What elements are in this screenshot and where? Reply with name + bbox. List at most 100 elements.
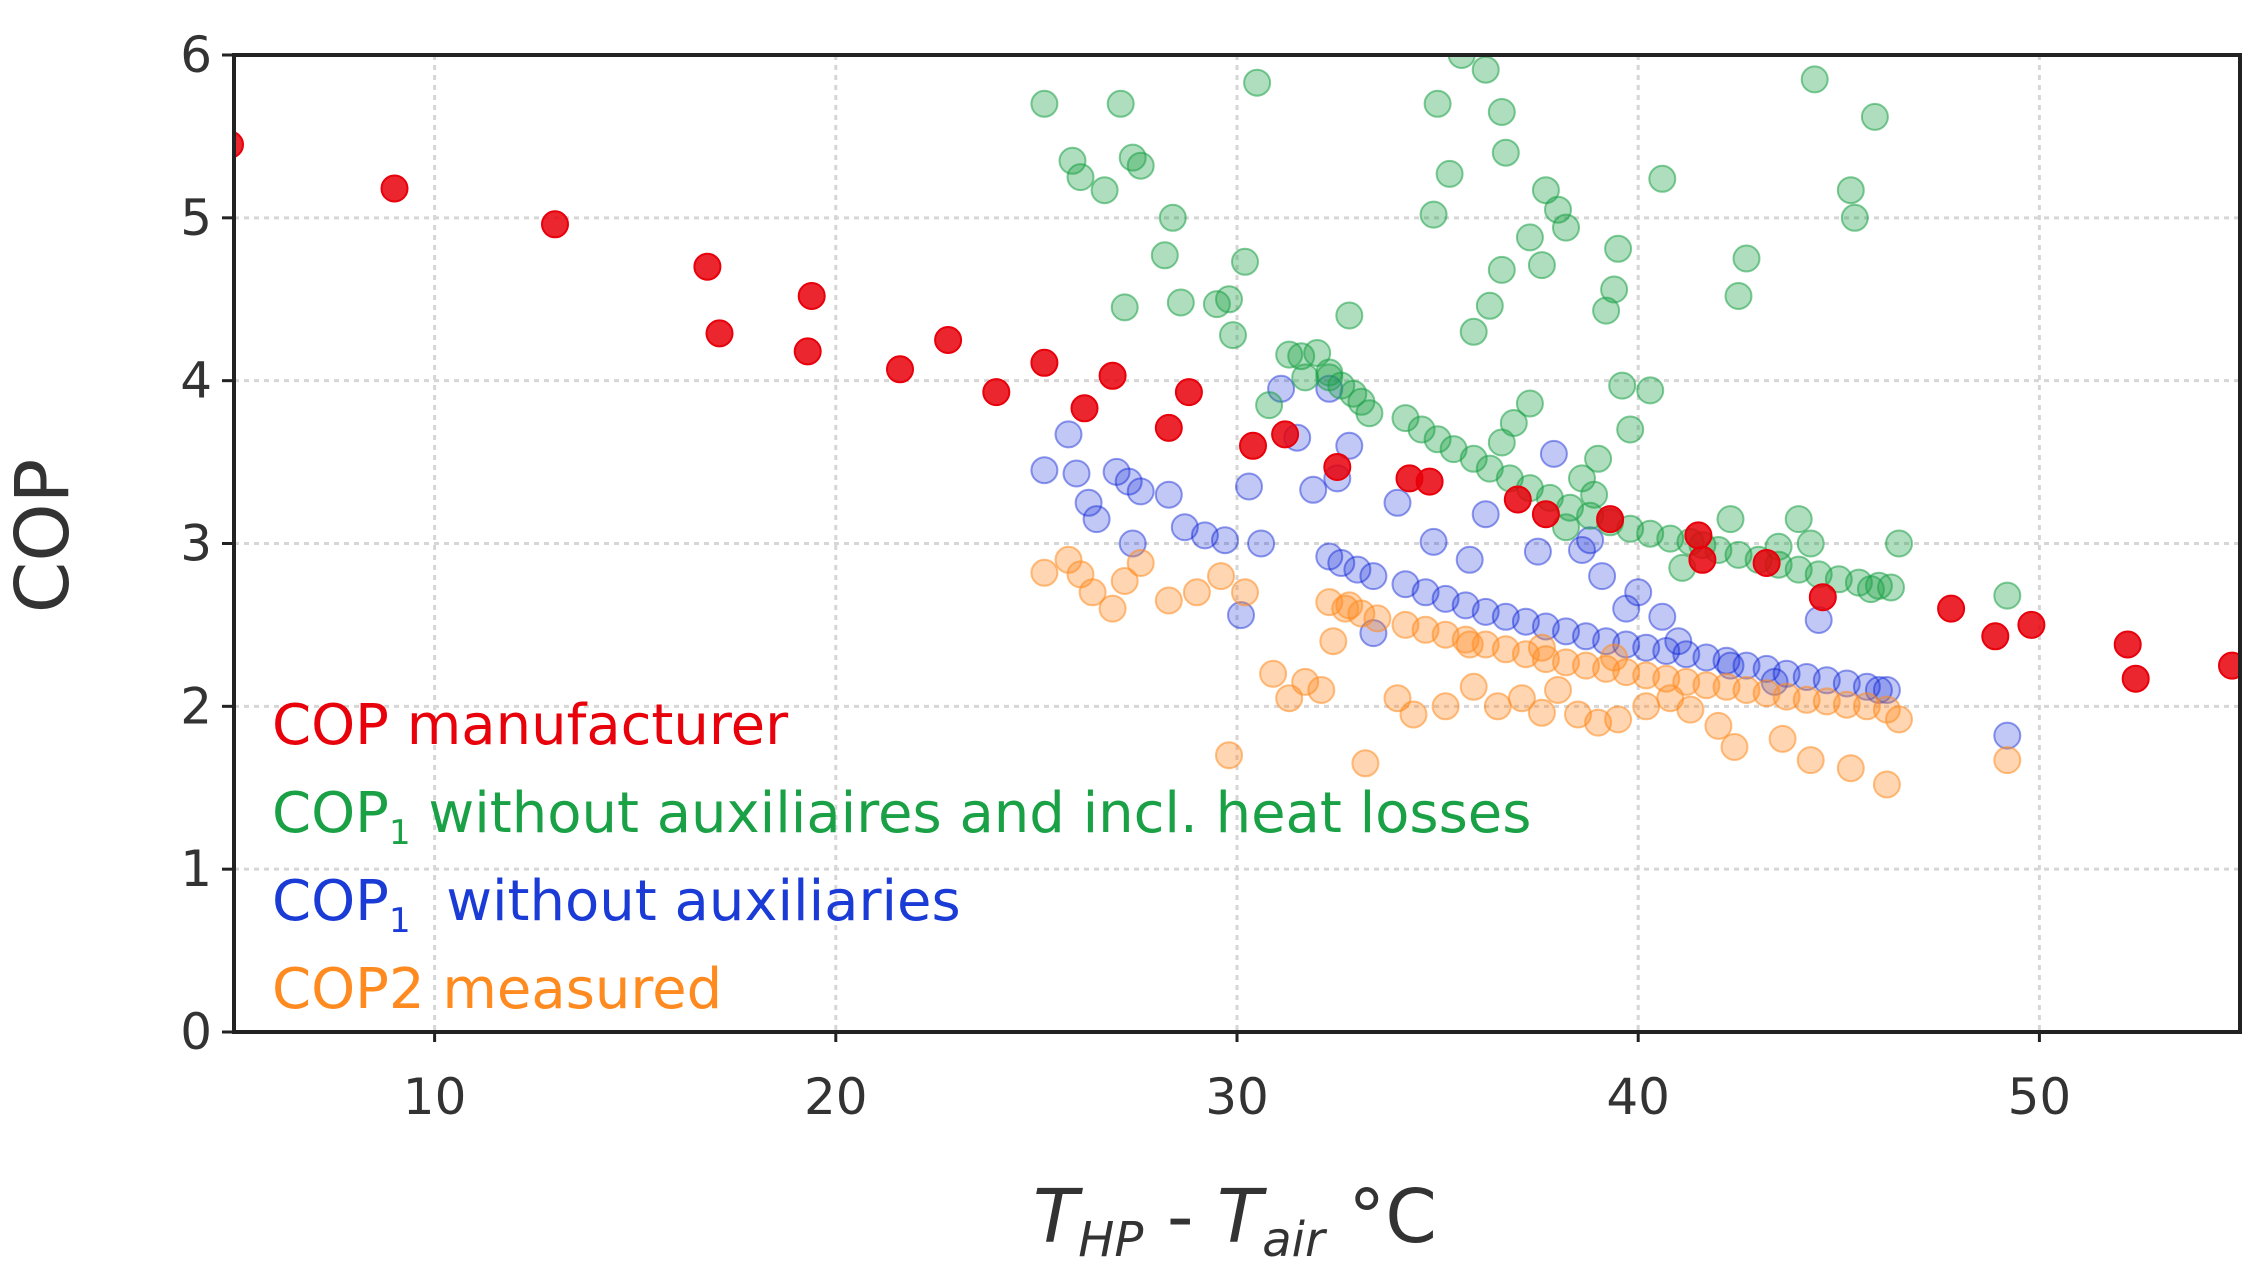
data-point [793,337,822,366]
data-point [1030,348,1059,377]
data-point [1664,627,1693,656]
data-point [1174,378,1203,407]
data-point [1419,527,1448,556]
data-point [1126,151,1155,180]
data-point [1937,594,1966,623]
data-point [1158,203,1187,232]
data-point [1030,456,1059,485]
data-point [1207,562,1235,591]
data-point [1796,529,1825,558]
data-point [1363,604,1392,633]
data-point [1098,361,1127,390]
data-point [1792,685,1821,714]
data-point [1572,622,1600,651]
data-point [1247,529,1276,558]
data-point [1110,293,1139,322]
data-point [1190,521,1219,550]
data-point [1544,195,1572,224]
data-point [982,378,1011,407]
data-point [1435,159,1464,188]
data-point [705,319,734,348]
y-tick-label: 1 [180,840,212,898]
data-point [1716,651,1745,680]
data-point [1459,317,1488,346]
data-point [1872,676,1901,704]
data-point [1327,549,1356,577]
data-point [1271,420,1300,449]
y-tick-label: 2 [180,677,212,735]
legend-label-cop1-without-auxiliaries: COP1 without auxiliaries [272,869,961,941]
data-point [1291,667,1320,696]
data-point [1864,571,1893,600]
data-point [1106,89,1135,118]
data-point [1608,371,1637,400]
data-point [1784,505,1813,534]
data-point [1792,663,1821,691]
data-point [1503,485,1532,514]
data-point [1030,558,1059,587]
data-point [1592,627,1621,656]
legend-label-cop-manufacturer: COP manufacturer [272,693,789,758]
data-point [1732,244,1761,273]
data-point [1580,480,1609,509]
data-point [1459,444,1488,473]
data-point [1343,555,1372,584]
data-point [1150,241,1179,270]
data-point [1231,578,1259,607]
data-point [1584,444,1613,473]
data-point [1872,695,1901,724]
data-point [1688,545,1717,574]
data-point [2017,610,2046,639]
data-point [1154,480,1183,509]
data-point [1335,301,1364,330]
data-point [1154,586,1183,615]
data-point [1243,68,1272,97]
data-point [1981,622,2010,651]
data-point [1527,698,1556,727]
data-point [1090,176,1119,205]
data-point [1291,363,1320,392]
data-point [1347,599,1376,628]
data-point [1170,513,1199,542]
data-point [1648,164,1677,193]
data-point [1832,669,1861,698]
data-point [1812,666,1841,695]
data-point [1411,578,1440,607]
data-point [1752,549,1781,577]
legend: COP manufacturer COP1 without auxiliaire… [272,693,1531,1022]
data-point [1058,146,1087,175]
data-point [1082,505,1111,534]
x-tick-label: 30 [1205,1068,1269,1126]
data-point [1331,594,1360,623]
x-tick-label: 20 [804,1068,868,1126]
data-point [1431,692,1460,721]
data-points [234,55,2240,799]
data-point [1475,291,1504,320]
data-point [541,210,569,239]
x-tick-label: 40 [1606,1068,1670,1126]
data-point [1604,705,1633,734]
data-point [1616,415,1645,444]
data-point [1030,89,1059,118]
data-point [797,282,826,310]
data-point [1383,488,1412,517]
data-point [1239,431,1267,460]
data-point [1315,588,1344,617]
data-point [1692,671,1721,700]
data-point [1455,630,1484,659]
data-point [1491,138,1520,167]
data-point [1471,55,1500,84]
data-point [1299,475,1328,504]
data-point [1407,415,1436,444]
data-point [1592,296,1621,325]
data-point [1455,545,1484,574]
data-point [886,355,914,384]
data-point [1319,627,1348,656]
data-point [1431,584,1460,613]
data-point [234,131,244,159]
data-point [1491,602,1520,631]
data-point [1836,176,1865,205]
y-tick-label: 5 [180,189,212,247]
data-point [1531,612,1560,641]
data-point [1624,578,1653,607]
